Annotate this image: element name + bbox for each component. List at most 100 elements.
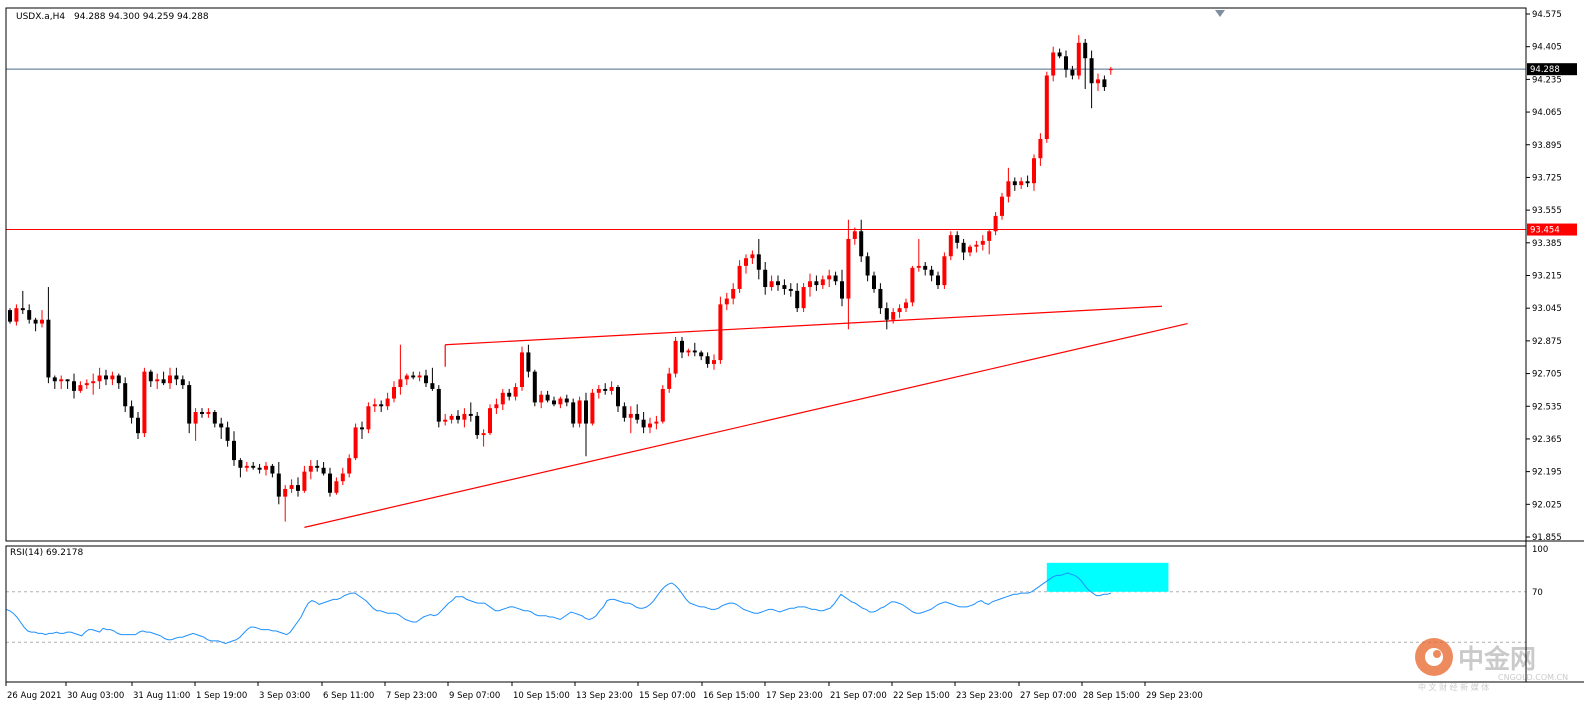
candle [449, 413, 454, 424]
candle-body [340, 473, 345, 482]
y-tick-label: 93.215 [1532, 272, 1562, 282]
candle [404, 373, 409, 386]
candle [270, 463, 275, 478]
candle [475, 412, 480, 439]
candle [846, 219, 851, 330]
logo-dot-icon [1433, 650, 1441, 658]
candle-body [788, 288, 793, 291]
candle-body [596, 388, 601, 393]
candle-body [571, 402, 576, 424]
candle [276, 462, 281, 505]
x-tick-label: 13 Sep 23:00 [576, 691, 633, 701]
candle [78, 381, 83, 393]
candle-body [699, 352, 704, 357]
candle [667, 367, 672, 393]
candle-body [456, 415, 460, 420]
candle-body [1051, 52, 1056, 76]
candle-body [411, 375, 416, 378]
candle-body [507, 392, 512, 397]
x-tick-label: 1 Sep 19:00 [196, 691, 247, 701]
candle [942, 252, 947, 289]
candle-body [334, 481, 339, 493]
candle-body [564, 398, 569, 403]
candle-body [244, 465, 249, 468]
candle-body [795, 290, 800, 309]
candle-body [712, 360, 716, 364]
candle [948, 231, 953, 261]
candle-body [142, 371, 147, 434]
candle [692, 342, 697, 357]
candle [782, 279, 787, 295]
candle [750, 250, 755, 264]
candle-body [884, 308, 889, 320]
y-tick-label: 91.855 [1532, 533, 1562, 543]
candle-body [148, 371, 153, 382]
candle [20, 290, 25, 314]
candle-body [801, 287, 806, 309]
candle-body [1083, 42, 1088, 59]
candle [987, 229, 992, 255]
candle [142, 367, 147, 438]
candle [1000, 192, 1004, 220]
candle [14, 304, 19, 326]
candle-body [116, 375, 121, 384]
candle-body [923, 265, 928, 270]
candle [673, 337, 678, 378]
candle [520, 346, 524, 391]
candle-body [948, 235, 953, 257]
x-tick-label: 31 Aug 11:00 [133, 691, 190, 701]
candle [814, 275, 819, 291]
candle-body [404, 375, 409, 380]
candle-body [827, 275, 832, 280]
rsi-series [5, 562, 1526, 645]
candle [443, 413, 448, 426]
candle [379, 400, 384, 413]
candle-body [276, 473, 281, 497]
y-tick-label: 94.405 [1532, 43, 1562, 53]
candle-body [212, 412, 217, 424]
candle-body [628, 413, 633, 418]
candle [417, 371, 422, 382]
candle [91, 373, 96, 395]
candle [436, 385, 441, 428]
candle-body [187, 385, 192, 424]
candle [347, 454, 352, 478]
candle-body [852, 231, 857, 239]
candle [1032, 154, 1036, 191]
candle [232, 431, 236, 466]
candle [251, 462, 256, 470]
y-tick-label: 93.895 [1532, 141, 1562, 151]
candle-body [635, 413, 640, 420]
candle [609, 381, 614, 395]
candle [660, 385, 665, 424]
candle [321, 462, 326, 476]
candle [961, 238, 966, 261]
candle [833, 271, 838, 286]
candle-body [686, 350, 691, 353]
candle [40, 310, 44, 328]
candle [424, 369, 428, 388]
candle-body [526, 352, 531, 372]
candle-body [603, 388, 608, 391]
candle [385, 392, 390, 411]
candle-body [980, 240, 985, 245]
candle [827, 269, 832, 288]
candle [923, 262, 928, 276]
candle [788, 283, 793, 297]
candle [33, 317, 38, 332]
candle-body [494, 404, 499, 409]
x-tick-label: 9 Sep 07:00 [449, 691, 500, 701]
candle-body [513, 387, 518, 397]
candle [84, 379, 89, 389]
candle [955, 231, 960, 249]
candle-body [872, 275, 876, 289]
price-tag-bg [1527, 63, 1577, 76]
candle [366, 402, 371, 434]
candle-body [475, 415, 480, 436]
candle-body [347, 458, 352, 474]
horizontal-levels: 94.288 93.454 [6, 63, 1577, 236]
candle-body [609, 387, 614, 391]
candle-body [360, 427, 364, 430]
y-tick-label: 93.385 [1532, 239, 1562, 249]
